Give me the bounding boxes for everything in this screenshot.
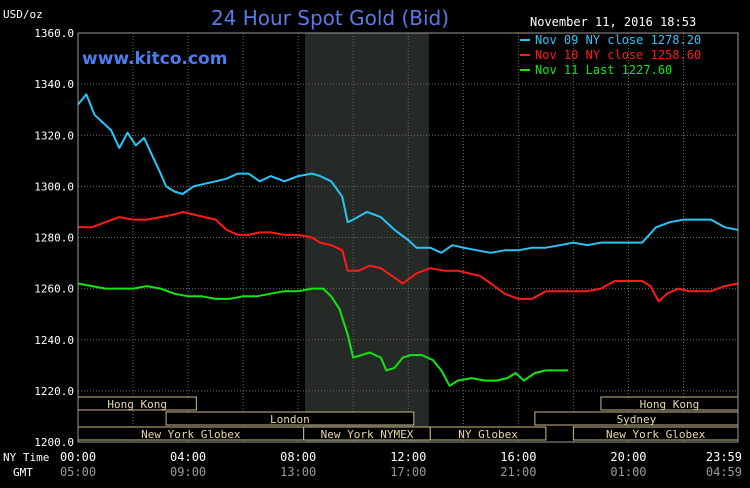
legend-label: Nov 11 Last 1227.60: [535, 63, 672, 77]
session-bar: Sydney: [534, 411, 739, 426]
x-tick-label-gmt: 09:00: [170, 465, 206, 479]
session-bar: New York NYMEX: [303, 426, 431, 441]
x-tick-label-gmt: 04:59: [706, 465, 742, 479]
session-label: New York Globex: [606, 428, 706, 441]
x-tick-label-ny: 16:00: [500, 450, 536, 464]
x-tick-label-ny: 00:00: [60, 450, 96, 464]
chart-title: 24 Hour Spot Gold (Bid): [211, 6, 449, 30]
session-box: [429, 426, 547, 441]
session-label: Hong Kong: [640, 398, 700, 411]
x-tick-label-gmt: 21:00: [500, 465, 536, 479]
x-tick-label-gmt: 01:00: [610, 465, 646, 479]
y-tick-label: 1360.0: [34, 27, 74, 40]
session-bar: New York Globex: [572, 426, 739, 441]
x-tick-label-gmt: 05:00: [60, 465, 96, 479]
x-row-label-ny: NY Time: [3, 451, 49, 464]
session-box: [165, 411, 415, 426]
x-row-label-gmt: GMT: [13, 466, 33, 479]
session-label: London: [270, 413, 310, 426]
session-bar: NY Globex: [429, 426, 547, 441]
x-tick-label-ny: 08:00: [280, 450, 316, 464]
x-tick-label-ny: 23:59: [706, 450, 742, 464]
x-tick-label-ny: 12:00: [390, 450, 426, 464]
y-tick-label: 1300.0: [34, 180, 74, 193]
session-label: New York Globex: [141, 428, 241, 441]
y-tick-label: 1320.0: [34, 129, 74, 142]
session-label: New York NYMEX: [321, 428, 414, 441]
session-bar: Hong Kong: [77, 396, 197, 411]
legend-label: Nov 09 NY close 1278.20: [535, 33, 701, 47]
y-axis-unit-label: USD/oz: [3, 8, 43, 21]
series-line-1: [77, 93, 739, 254]
session-bar: Hong Kong: [600, 396, 739, 411]
y-tick-label: 1280.0: [34, 232, 74, 245]
session-label: NY Globex: [458, 428, 518, 441]
session-bar: London: [165, 411, 415, 426]
session-label: Sydney: [617, 413, 657, 426]
y-tick-label: 1340.0: [34, 78, 74, 91]
y-tick-label: 1260.0: [34, 283, 74, 296]
series-line-2: [78, 210, 739, 303]
legend-label: Nov 10 NY close 1258.60: [535, 48, 701, 62]
x-tick-label-ny: 20:00: [610, 450, 646, 464]
x-tick-label-gmt: 17:00: [390, 465, 426, 479]
y-tick-label: 1240.0: [34, 334, 74, 347]
x-tick-label-ny: 04:00: [170, 450, 206, 464]
y-tick-label: 1220.0: [34, 385, 74, 398]
x-tick-label-gmt: 13:00: [280, 465, 316, 479]
session-label: Hong Kong: [107, 398, 167, 411]
plot-frame: [77, 32, 739, 443]
chart-timestamp: November 11, 2016 18:53: [530, 15, 696, 29]
watermark: www.kitco.com: [82, 49, 227, 69]
session-bar: New York Globex: [77, 426, 305, 441]
y-tick-label: 1200.0: [34, 436, 74, 449]
series-line-3: [77, 282, 568, 387]
